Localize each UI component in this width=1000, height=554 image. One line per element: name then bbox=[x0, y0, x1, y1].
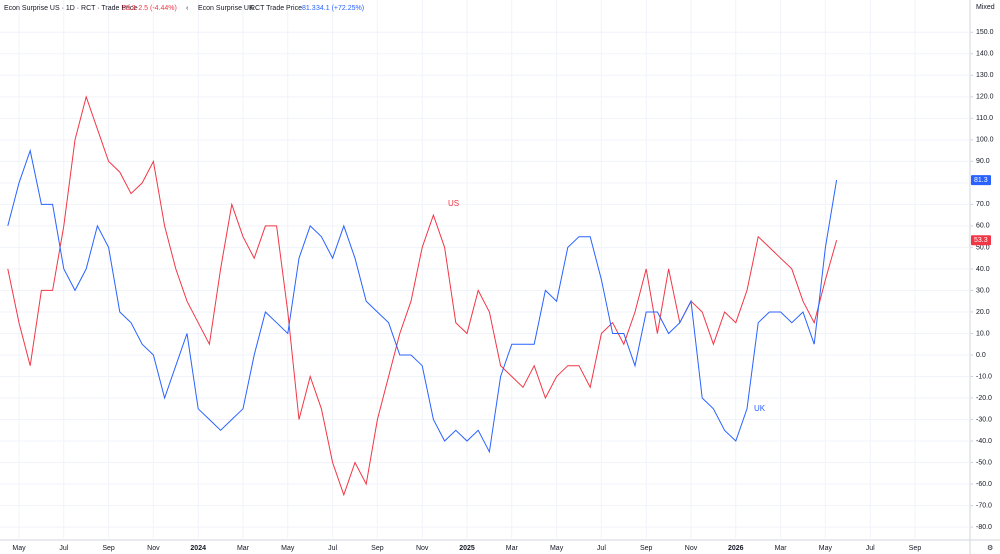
y-tick-label: 50.0 bbox=[976, 244, 990, 251]
x-tick-label: Mar bbox=[237, 545, 250, 552]
x-tick-label: May bbox=[281, 545, 295, 552]
x-tick-label: Sep bbox=[371, 545, 384, 552]
x-tick-label: Sep bbox=[102, 545, 115, 552]
price-tag-label: 53.3 bbox=[974, 237, 988, 244]
x-tick-label: Sep bbox=[640, 545, 653, 552]
y-tick-label: -30.0 bbox=[976, 416, 992, 423]
y-tick-label: 90.0 bbox=[976, 158, 990, 165]
y-tick-label: 0.0 bbox=[976, 352, 986, 359]
price-tag bbox=[971, 175, 991, 186]
x-tick-label: May bbox=[819, 545, 833, 552]
y-tick-label: -50.0 bbox=[976, 459, 992, 466]
price-tag bbox=[971, 235, 991, 246]
x-tick-label: Nov bbox=[685, 545, 698, 552]
x-tick-label: May bbox=[550, 545, 564, 552]
x-tick-label: Jul bbox=[328, 545, 337, 552]
x-tick-label: Nov bbox=[147, 545, 160, 552]
y-tick-label: 150.0 bbox=[976, 29, 994, 36]
series-line bbox=[7, 148, 838, 454]
x-tick-label: Jul bbox=[866, 545, 875, 552]
legend-uk-value: 81.3 bbox=[302, 5, 316, 12]
legend-us-value: 53.3 bbox=[122, 5, 136, 12]
x-tick-label: Nov bbox=[416, 545, 429, 552]
y-tick-label: 40.0 bbox=[976, 266, 990, 273]
x-tick-label: 2026 bbox=[728, 545, 744, 552]
scale-mode[interactable]: Mixed bbox=[976, 4, 995, 11]
y-tick-label: 10.0 bbox=[976, 330, 990, 337]
y-tick-label: 140.0 bbox=[976, 51, 994, 58]
legend-uk-change: 34.1 (+72.25%) bbox=[316, 5, 364, 12]
y-tick-label: 110.0 bbox=[976, 115, 993, 122]
legend-us: Econ Surprise US · 1D · RCT · Trade Pric… bbox=[4, 5, 137, 12]
legend-uk: Econ Surprise UK bbox=[198, 5, 254, 12]
legend-uk-meta: RCT Trade Price bbox=[250, 5, 302, 12]
y-tick-label: 20.0 bbox=[976, 309, 990, 316]
y-tick-label: 130.0 bbox=[976, 72, 994, 79]
y-tick-label: -70.0 bbox=[976, 502, 992, 509]
price-tag-label: 81.3 bbox=[974, 177, 988, 184]
annotation: US bbox=[448, 199, 459, 208]
y-tick-label: -10.0 bbox=[976, 373, 992, 380]
settings-icon[interactable]: ⚙ bbox=[987, 544, 993, 552]
y-tick-label: -20.0 bbox=[976, 395, 992, 402]
series-line bbox=[7, 95, 838, 497]
y-tick-label: -80.0 bbox=[976, 524, 992, 531]
y-tick-label: -40.0 bbox=[976, 438, 992, 445]
x-tick-label: Jul bbox=[59, 545, 68, 552]
y-tick-label: 120.0 bbox=[976, 94, 994, 101]
collapse-button[interactable]: ‹ bbox=[186, 5, 189, 12]
x-tick-label: Sep bbox=[909, 545, 922, 552]
y-tick-label: 30.0 bbox=[976, 287, 990, 294]
x-tick-label: 2024 bbox=[190, 545, 206, 552]
y-tick-label: 70.0 bbox=[976, 201, 990, 208]
y-tick-label: -60.0 bbox=[976, 481, 992, 488]
annotation: UK bbox=[754, 404, 766, 413]
y-tick-label: 60.0 bbox=[976, 223, 990, 230]
x-tick-label: Jul bbox=[597, 545, 606, 552]
x-tick-label: 2025 bbox=[459, 545, 475, 552]
legend-us-change: -2.5 (-4.44%) bbox=[136, 5, 177, 12]
x-tick-label: Mar bbox=[775, 545, 788, 552]
x-tick-label: May bbox=[12, 545, 26, 552]
plot bbox=[0, 0, 970, 540]
x-tick-label: Mar bbox=[506, 545, 519, 552]
y-tick-label: 100.0 bbox=[976, 137, 994, 144]
